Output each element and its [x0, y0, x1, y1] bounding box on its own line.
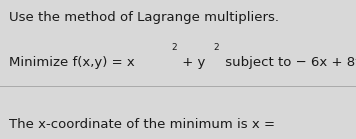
Text: subject to − 6x + 8y = 150: subject to − 6x + 8y = 150: [221, 56, 356, 69]
Text: 2: 2: [214, 43, 219, 52]
Text: + y: + y: [178, 56, 206, 69]
Text: 2: 2: [171, 43, 177, 52]
Text: Minimize f(x,y) = x: Minimize f(x,y) = x: [9, 56, 135, 69]
Text: The x-coordinate of the minimum is x =: The x-coordinate of the minimum is x =: [9, 118, 279, 131]
Text: Use the method of Lagrange multipliers.: Use the method of Lagrange multipliers.: [9, 11, 279, 24]
